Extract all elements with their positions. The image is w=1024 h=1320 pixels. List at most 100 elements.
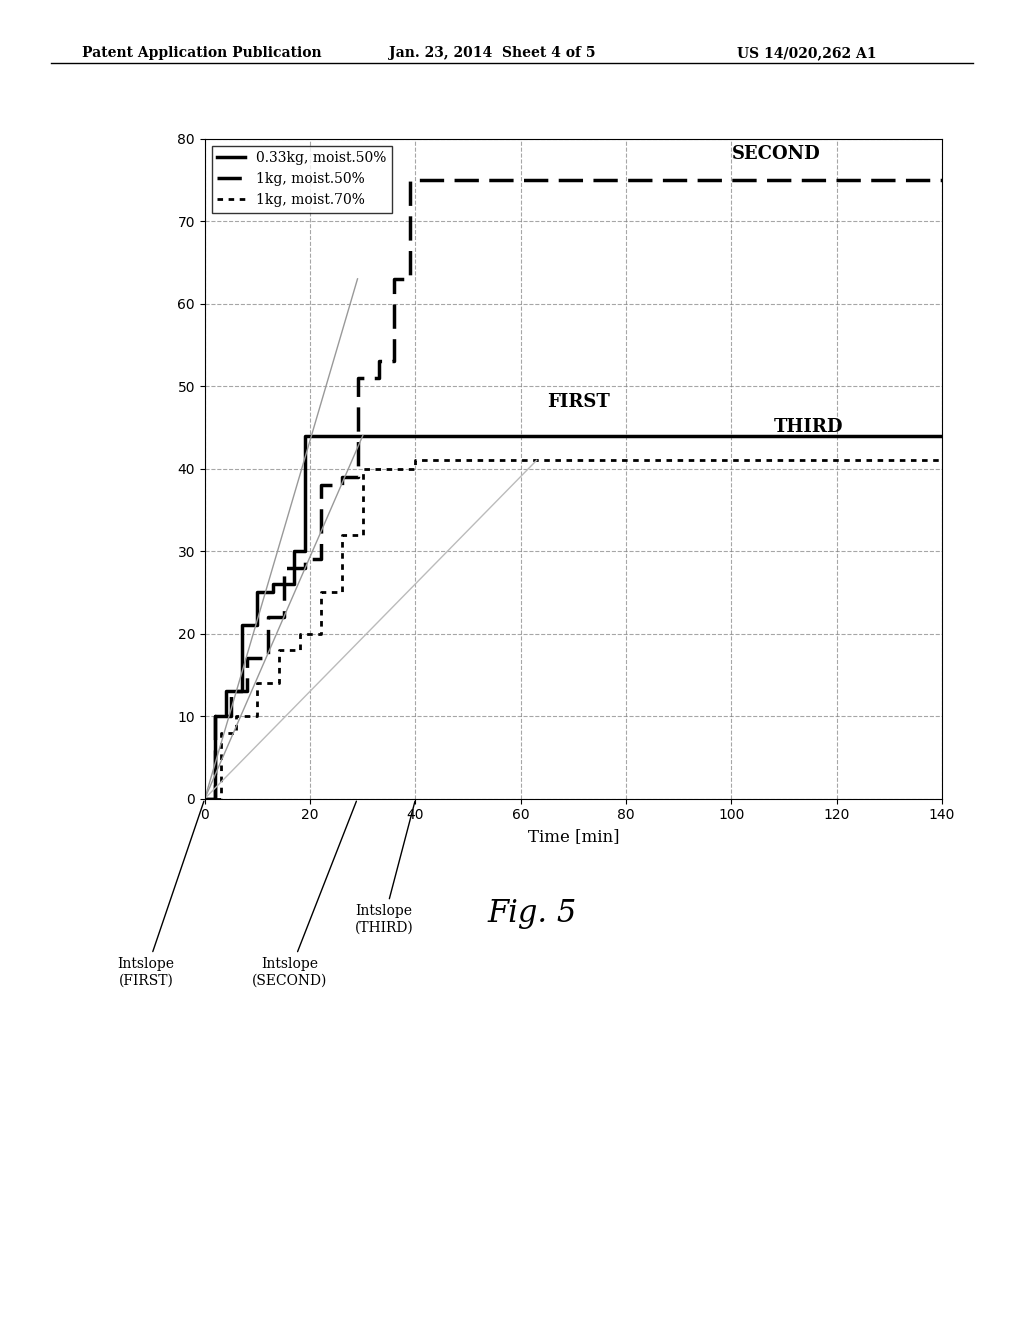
1kg, moist.50% <box>373 370 385 385</box>
0.33kg, moist.50% <box>314 428 327 444</box>
Text: Intslope
(FIRST): Intslope (FIRST) <box>118 801 204 987</box>
1kg, moist.50% <box>241 684 253 700</box>
0.33kg, moist.50% <box>267 585 280 601</box>
1kg, moist.70% <box>251 708 263 723</box>
1kg, moist.70% <box>272 676 285 692</box>
Legend: 0.33kg, moist.50%, 1kg, moist.50%, 1kg, moist.70%: 0.33kg, moist.50%, 1kg, moist.50%, 1kg, … <box>212 145 392 213</box>
0.33kg, moist.50% <box>251 618 263 634</box>
0.33kg, moist.50% <box>356 428 369 444</box>
1kg, moist.50% <box>336 477 348 492</box>
0.33kg, moist.50% <box>236 684 248 700</box>
1kg, moist.50% <box>278 610 290 626</box>
1kg, moist.70% <box>336 585 348 601</box>
1kg, moist.50% <box>452 172 464 187</box>
1kg, moist.50% <box>373 354 385 370</box>
0.33kg, moist.50% <box>936 428 948 444</box>
1kg, moist.70% <box>435 453 447 469</box>
1kg, moist.50% <box>388 271 400 286</box>
1kg, moist.50% <box>336 469 348 484</box>
1kg, moist.50% <box>262 610 274 626</box>
1kg, moist.50% <box>314 477 327 492</box>
Text: FIRST: FIRST <box>547 393 610 411</box>
1kg, moist.50% <box>262 651 274 667</box>
Text: THIRD: THIRD <box>773 417 843 436</box>
1kg, moist.70% <box>462 453 474 469</box>
1kg, moist.70% <box>435 453 447 469</box>
0.33kg, moist.50% <box>314 428 327 444</box>
0.33kg, moist.50% <box>299 544 311 560</box>
0.33kg, moist.50% <box>299 428 311 444</box>
1kg, moist.70% <box>356 527 369 543</box>
Text: US 14/020,262 A1: US 14/020,262 A1 <box>737 46 877 61</box>
1kg, moist.50% <box>404 172 417 187</box>
1kg, moist.70% <box>504 453 516 469</box>
Line: 1kg, moist.50%: 1kg, moist.50% <box>205 180 942 799</box>
1kg, moist.50% <box>314 552 327 568</box>
Text: Intslope
(SECOND): Intslope (SECOND) <box>252 801 356 987</box>
1kg, moist.50% <box>388 354 400 370</box>
1kg, moist.50% <box>530 172 543 187</box>
1kg, moist.50% <box>472 172 484 187</box>
1kg, moist.70% <box>314 585 327 601</box>
Line: 1kg, moist.70%: 1kg, moist.70% <box>205 461 942 799</box>
1kg, moist.70% <box>504 453 516 469</box>
0.33kg, moist.50% <box>336 428 348 444</box>
1kg, moist.50% <box>199 791 211 807</box>
1kg, moist.70% <box>356 461 369 477</box>
Text: Fig. 5: Fig. 5 <box>487 898 578 929</box>
Text: Intslope
(THIRD): Intslope (THIRD) <box>354 801 415 935</box>
1kg, moist.70% <box>251 676 263 692</box>
1kg, moist.70% <box>294 643 306 659</box>
1kg, moist.70% <box>530 453 543 469</box>
Text: SECOND: SECOND <box>731 145 820 164</box>
1kg, moist.50% <box>225 684 238 700</box>
0.33kg, moist.50% <box>209 791 221 807</box>
1kg, moist.50% <box>299 552 311 568</box>
0.33kg, moist.50% <box>288 576 300 591</box>
0.33kg, moist.50% <box>267 576 280 591</box>
1kg, moist.70% <box>462 453 474 469</box>
1kg, moist.50% <box>351 469 364 484</box>
1kg, moist.70% <box>214 725 226 741</box>
1kg, moist.70% <box>936 453 948 469</box>
1kg, moist.70% <box>383 461 395 477</box>
1kg, moist.50% <box>209 791 221 807</box>
1kg, moist.70% <box>410 461 422 477</box>
1kg, moist.70% <box>214 791 226 807</box>
1kg, moist.50% <box>509 172 521 187</box>
1kg, moist.50% <box>936 172 948 187</box>
0.33kg, moist.50% <box>199 791 211 807</box>
1kg, moist.50% <box>299 560 311 576</box>
0.33kg, moist.50% <box>220 684 232 700</box>
1kg, moist.70% <box>336 527 348 543</box>
Line: 0.33kg, moist.50%: 0.33kg, moist.50% <box>205 436 942 799</box>
1kg, moist.70% <box>530 453 543 469</box>
1kg, moist.70% <box>383 461 395 477</box>
1kg, moist.50% <box>509 172 521 187</box>
0.33kg, moist.50% <box>220 708 232 723</box>
X-axis label: Time [min]: Time [min] <box>527 828 620 845</box>
1kg, moist.50% <box>351 370 364 385</box>
1kg, moist.70% <box>294 626 306 642</box>
0.33kg, moist.50% <box>288 544 300 560</box>
1kg, moist.50% <box>209 708 221 723</box>
1kg, moist.50% <box>241 651 253 667</box>
0.33kg, moist.50% <box>356 428 369 444</box>
0.33kg, moist.50% <box>236 618 248 634</box>
0.33kg, moist.50% <box>209 708 221 723</box>
0.33kg, moist.50% <box>336 428 348 444</box>
1kg, moist.70% <box>230 708 243 723</box>
Text: Patent Application Publication: Patent Application Publication <box>82 46 322 61</box>
1kg, moist.70% <box>410 453 422 469</box>
1kg, moist.50% <box>278 560 290 576</box>
1kg, moist.50% <box>404 271 417 286</box>
1kg, moist.50% <box>472 172 484 187</box>
Text: Jan. 23, 2014  Sheet 4 of 5: Jan. 23, 2014 Sheet 4 of 5 <box>389 46 596 61</box>
1kg, moist.70% <box>230 725 243 741</box>
1kg, moist.50% <box>225 708 238 723</box>
1kg, moist.70% <box>314 626 327 642</box>
1kg, moist.50% <box>530 172 543 187</box>
1kg, moist.50% <box>452 172 464 187</box>
1kg, moist.70% <box>272 643 285 659</box>
0.33kg, moist.50% <box>251 585 263 601</box>
